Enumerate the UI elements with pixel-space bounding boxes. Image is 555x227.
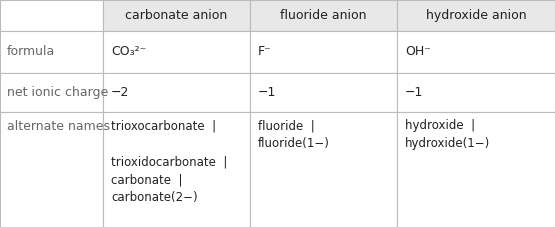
Text: fluoride  |
fluoride(1−): fluoride | fluoride(1−) bbox=[258, 119, 330, 150]
Bar bbox=[397, 31, 555, 73]
Text: hydroxide anion: hydroxide anion bbox=[426, 9, 526, 22]
Bar bbox=[0, 112, 103, 227]
Bar bbox=[250, 0, 397, 31]
Bar bbox=[103, 73, 250, 112]
Bar bbox=[250, 31, 397, 73]
Bar bbox=[103, 31, 250, 73]
Bar bbox=[250, 73, 397, 112]
Bar bbox=[0, 31, 103, 73]
Text: formula: formula bbox=[7, 45, 55, 58]
Text: carbonate anion: carbonate anion bbox=[125, 9, 228, 22]
Text: alternate names: alternate names bbox=[7, 120, 110, 133]
Text: net ionic charge: net ionic charge bbox=[7, 86, 108, 99]
Bar bbox=[103, 112, 250, 227]
Text: trioxocarbonate  |

trioxidocarbonate  |
carbonate  |
carbonate(2−): trioxocarbonate | trioxidocarbonate | ca… bbox=[111, 119, 228, 204]
Bar bbox=[0, 0, 103, 31]
Bar bbox=[397, 0, 555, 31]
Text: −2: −2 bbox=[111, 86, 129, 99]
Bar bbox=[0, 73, 103, 112]
Text: CO₃²⁻: CO₃²⁻ bbox=[111, 45, 147, 58]
Text: F⁻: F⁻ bbox=[258, 45, 272, 58]
Text: OH⁻: OH⁻ bbox=[405, 45, 431, 58]
Text: −1: −1 bbox=[258, 86, 276, 99]
Bar bbox=[250, 112, 397, 227]
Text: fluoride anion: fluoride anion bbox=[280, 9, 366, 22]
Bar bbox=[397, 112, 555, 227]
Bar bbox=[103, 0, 250, 31]
Bar bbox=[397, 73, 555, 112]
Text: −1: −1 bbox=[405, 86, 423, 99]
Text: hydroxide  |
hydroxide(1−): hydroxide | hydroxide(1−) bbox=[405, 119, 491, 150]
